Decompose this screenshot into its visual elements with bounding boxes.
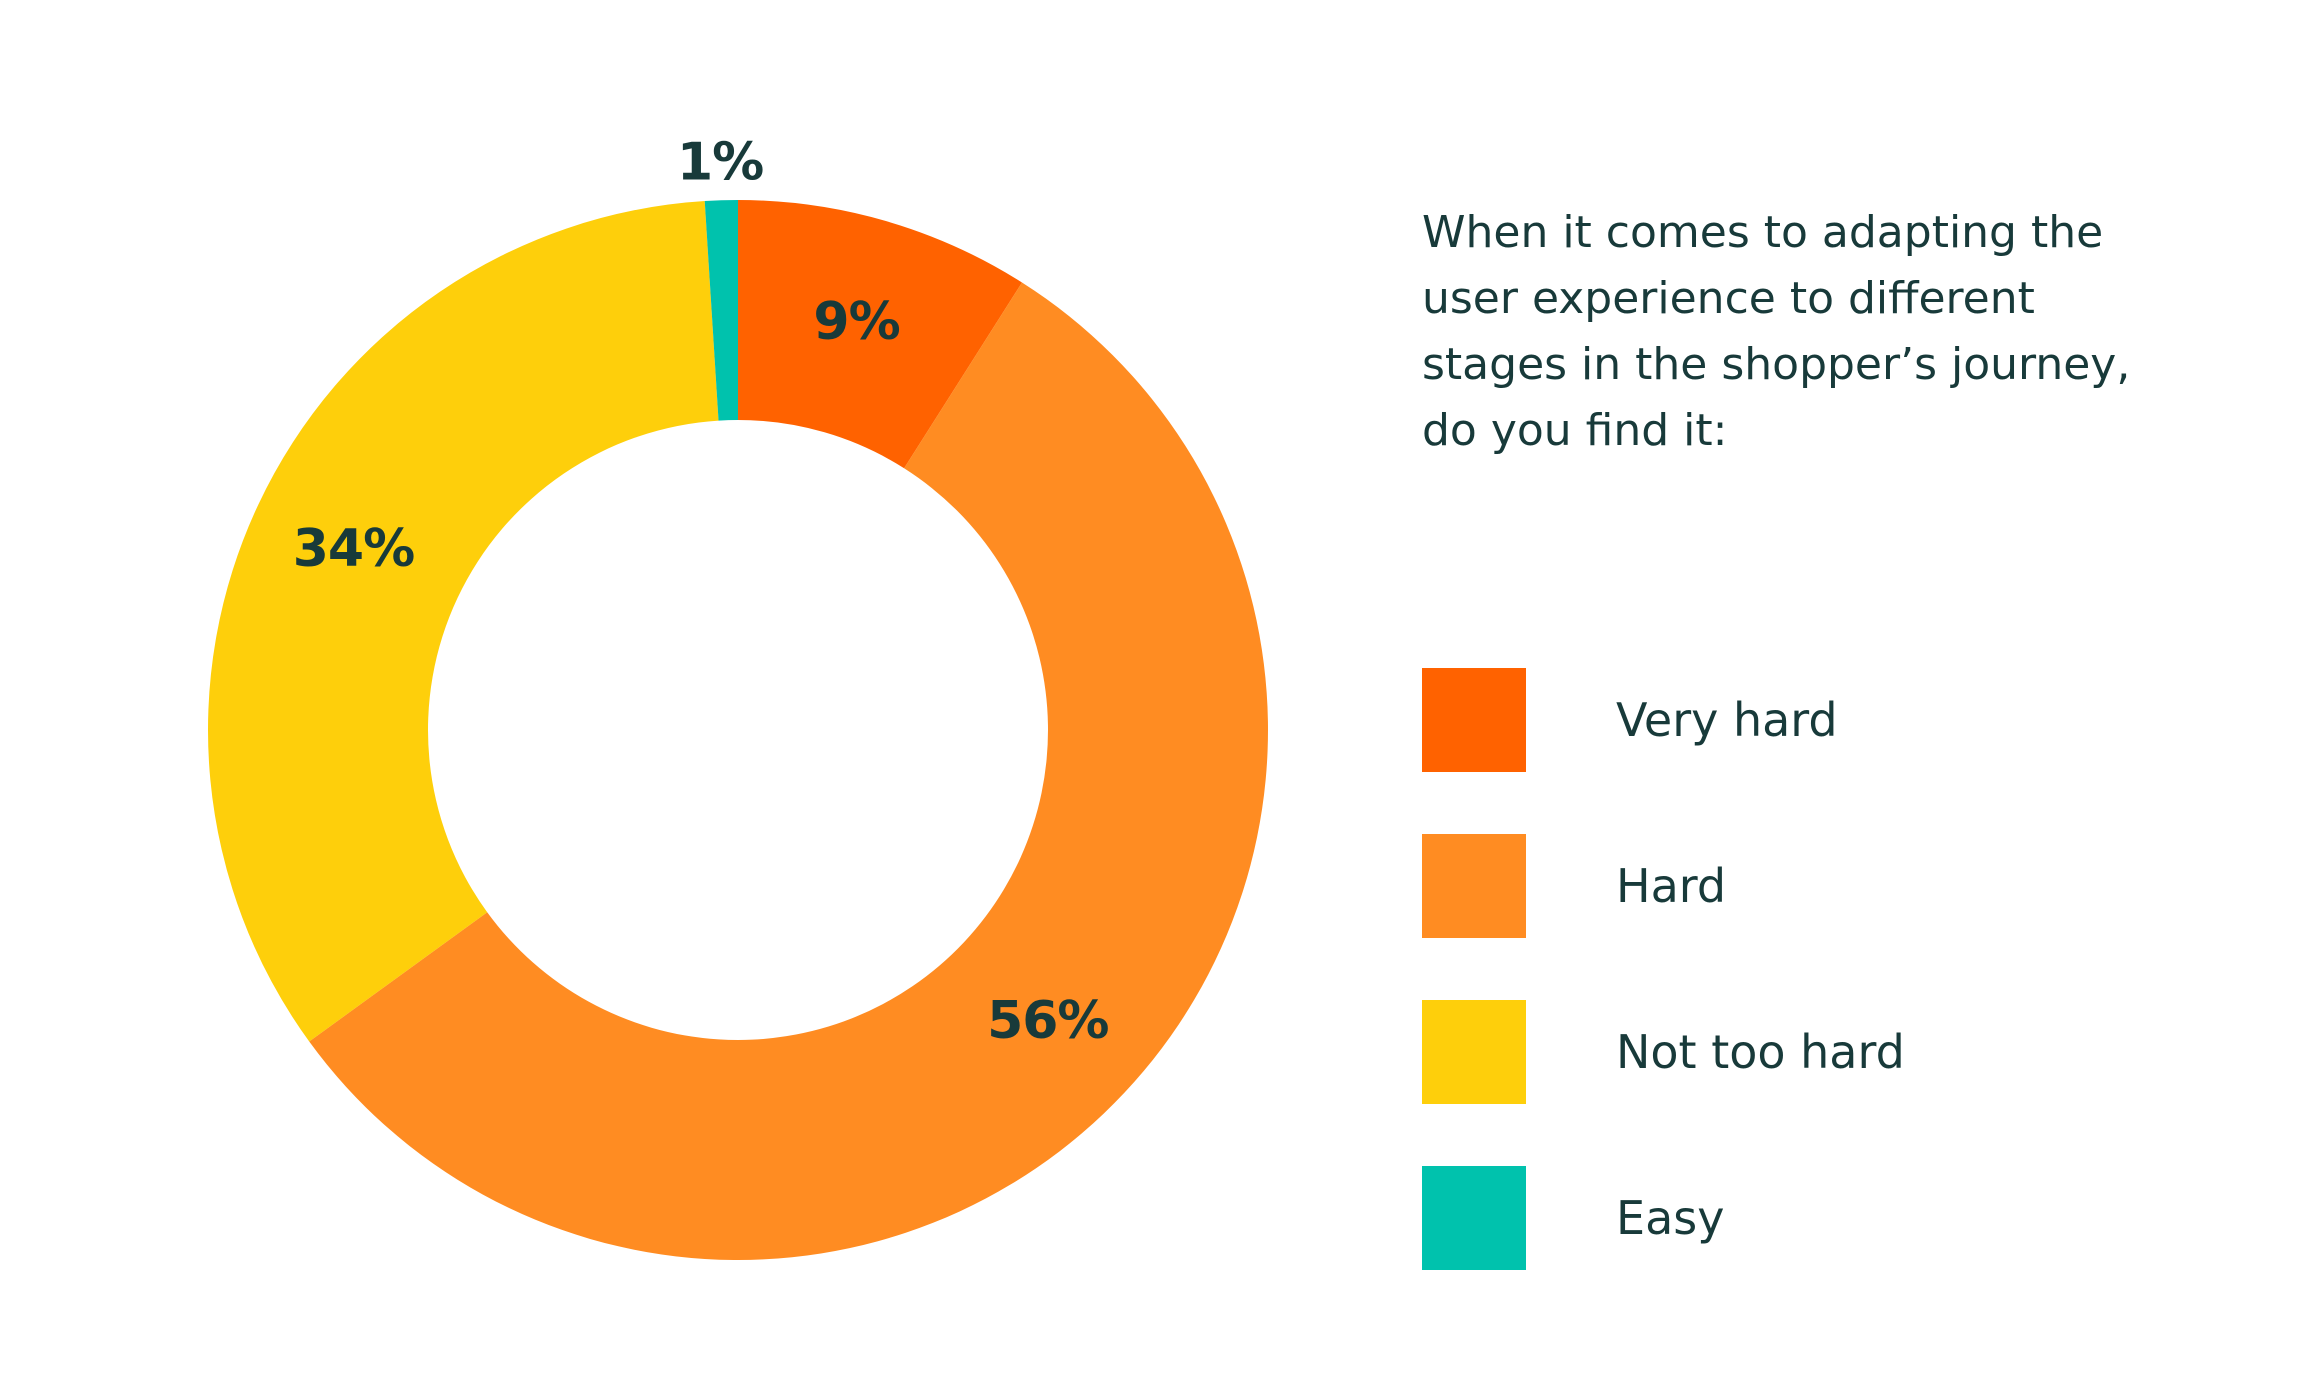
donut-labels: 9% 56% 34% 1% bbox=[293, 132, 1110, 1051]
donut-slice-not-too-hard bbox=[208, 201, 719, 1042]
legend-label: Very hard bbox=[1616, 693, 1838, 747]
legend-label: Easy bbox=[1616, 1191, 1725, 1245]
donut-chart: 9% 56% 34% 1% bbox=[208, 132, 1268, 1260]
legend-swatch bbox=[1422, 1000, 1526, 1104]
legend-item-hard: Hard bbox=[1422, 834, 2222, 938]
legend-label: Hard bbox=[1616, 859, 1727, 913]
legend-label: Not too hard bbox=[1616, 1025, 1905, 1079]
data-label-not-too-hard: 34% bbox=[293, 519, 414, 579]
data-label-very-hard: 9% bbox=[813, 292, 899, 352]
legend-swatch bbox=[1422, 668, 1526, 772]
donut-slice-hard bbox=[309, 282, 1268, 1260]
donut-slices bbox=[208, 200, 1268, 1260]
legend-item-easy: Easy bbox=[1422, 1166, 2222, 1270]
legend: Very hard Hard Not too hard Easy bbox=[1422, 0, 2222, 1380]
chart-title: When it comes to adapting the user exper… bbox=[1422, 207, 2131, 456]
legend-item-not-too-hard: Not too hard bbox=[1422, 1000, 2222, 1104]
donut-slice-very-hard bbox=[738, 200, 1022, 469]
legend-swatch bbox=[1422, 1166, 1526, 1270]
donut-slice-easy bbox=[704, 200, 738, 421]
data-label-hard: 56% bbox=[987, 991, 1108, 1051]
data-label-easy: 1% bbox=[677, 132, 763, 192]
legend-item-very-hard: Very hard bbox=[1422, 668, 2222, 772]
legend-swatch bbox=[1422, 834, 1526, 938]
